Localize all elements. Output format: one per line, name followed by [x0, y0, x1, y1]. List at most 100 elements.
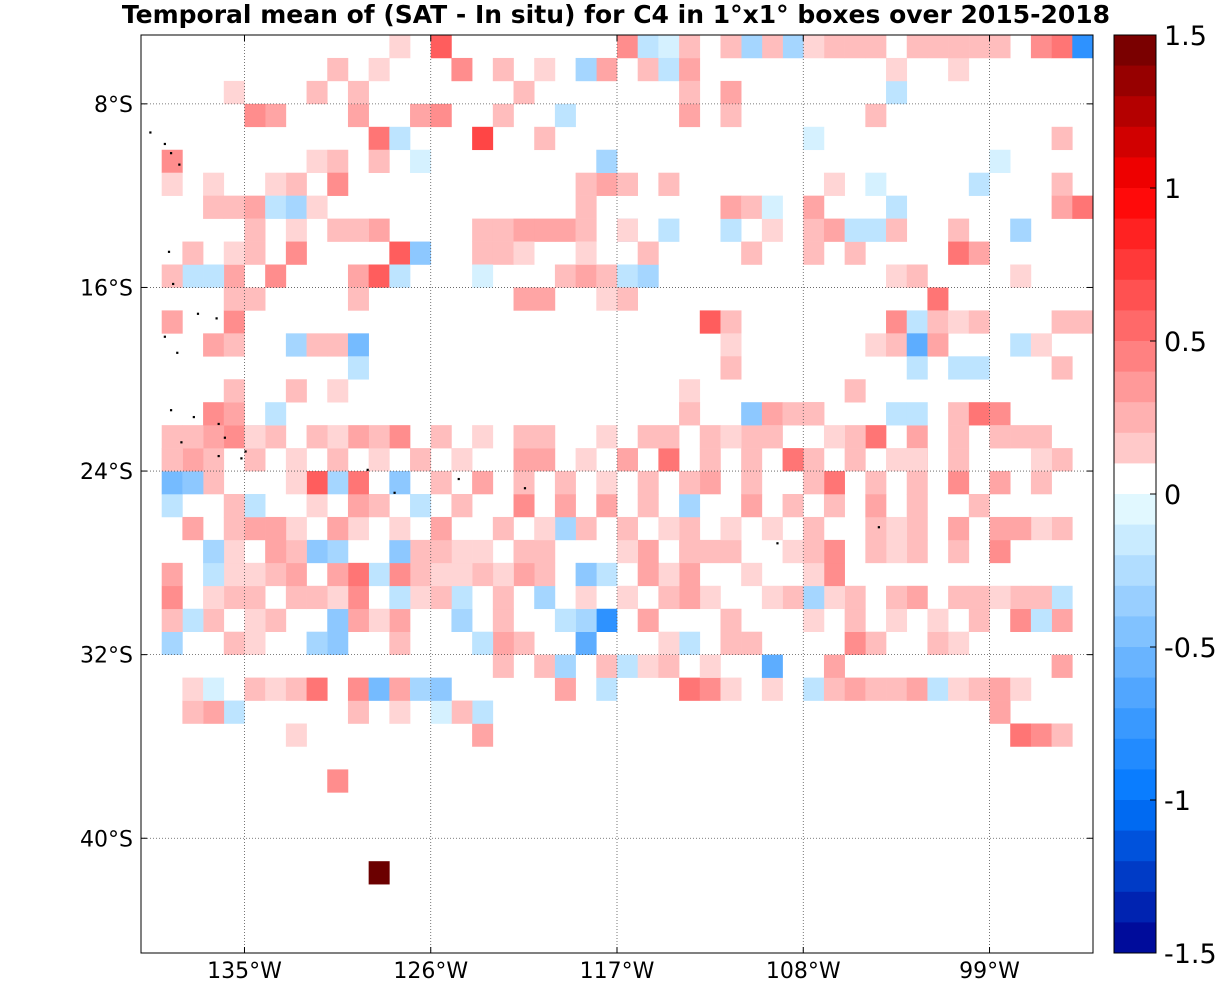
heatmap-cell	[803, 126, 825, 151]
x-tick-label: 108°W	[766, 959, 841, 984]
colorbar-band	[1114, 494, 1156, 525]
heatmap-cell	[306, 149, 328, 173]
colorbar-band	[1114, 677, 1156, 709]
heatmap-cell	[472, 471, 494, 495]
heatmap-cell	[368, 126, 390, 151]
heatmap-cell	[741, 631, 763, 655]
heatmap-cell	[720, 80, 742, 105]
heatmap-cell	[223, 287, 245, 311]
heatmap-cell	[1030, 35, 1052, 59]
heatmap-cell	[1030, 333, 1052, 357]
heatmap-cell	[285, 172, 307, 196]
heatmap-cell	[265, 562, 287, 587]
heatmap-cell	[203, 471, 225, 495]
heatmap-cell	[265, 539, 287, 564]
heatmap-cell	[823, 562, 845, 587]
heatmap-cell	[720, 195, 742, 219]
heatmap-cell	[886, 516, 908, 541]
heatmap-cell	[844, 241, 866, 265]
heatmap-cell	[368, 861, 390, 885]
heatmap-cell	[679, 539, 701, 564]
heatmap-cell	[720, 539, 742, 564]
heatmap-cell	[658, 516, 680, 541]
colorbar-tick-label: -0.5	[1164, 633, 1217, 664]
heatmap-cell	[844, 585, 866, 610]
heatmap-cell	[347, 677, 369, 701]
heatmap-cell	[803, 402, 825, 426]
heatmap-cell	[430, 471, 452, 495]
heatmap-cell	[223, 539, 245, 564]
heatmap-cell	[906, 494, 928, 518]
heatmap-cell	[265, 608, 287, 632]
heatmap-cell	[803, 539, 825, 564]
heatmap-cell	[327, 471, 349, 495]
heatmap-cell	[327, 769, 349, 793]
heatmap-cell	[720, 333, 742, 357]
heatmap-cell	[637, 264, 659, 288]
heatmap-cell	[182, 608, 204, 632]
heatmap-cell	[989, 402, 1011, 426]
heatmap-cell	[472, 218, 494, 242]
heatmap-cell	[223, 379, 245, 403]
heatmap-cell	[906, 585, 928, 610]
heatmap-cell	[244, 631, 266, 655]
heatmap-cell	[1010, 264, 1032, 288]
heatmap-cell	[927, 287, 949, 311]
heatmap-cell	[327, 608, 349, 632]
heatmap-cell	[823, 218, 845, 242]
heatmap-cell	[679, 35, 701, 59]
heatmap-cell	[203, 677, 225, 701]
island-marker	[180, 441, 183, 444]
heatmap-cell	[554, 494, 576, 518]
heatmap-cell	[927, 310, 949, 334]
heatmap-cell	[327, 516, 349, 541]
heatmap-cell	[306, 333, 328, 357]
island-marker	[163, 142, 166, 146]
heatmap-cell	[1030, 425, 1052, 449]
heatmap-cell	[679, 80, 701, 105]
heatmap-cell	[658, 448, 680, 472]
heatmap-cell	[865, 677, 887, 701]
heatmap-cell	[534, 516, 556, 541]
heatmap-cell	[472, 241, 494, 265]
heatmap-cell	[389, 585, 411, 610]
heatmap-cell	[347, 471, 369, 495]
heatmap-cell	[617, 448, 638, 472]
heatmap-cell	[803, 471, 825, 495]
heatmap-cell	[244, 608, 266, 632]
y-tick-label: 24°S	[80, 460, 133, 485]
heatmap-cell	[596, 425, 618, 449]
heatmap-cell	[430, 35, 452, 59]
heatmap-cell	[161, 494, 183, 518]
heatmap-cell	[554, 264, 576, 288]
heatmap-cell	[513, 287, 535, 311]
heatmap-cell	[554, 218, 576, 242]
heatmap-cell	[886, 218, 908, 242]
heatmap-cell	[637, 425, 659, 449]
heatmap-cell	[368, 562, 390, 587]
heatmap-cell	[368, 425, 390, 449]
colorbar-band	[1114, 35, 1156, 66]
heatmap-cell	[823, 494, 845, 518]
heatmap-cell	[389, 700, 411, 724]
heatmap-cell	[223, 700, 245, 724]
heatmap-cell	[306, 539, 328, 564]
heatmap-cell	[948, 241, 970, 265]
island-marker	[169, 152, 173, 155]
colorbar-band	[1114, 65, 1156, 97]
heatmap-cell	[741, 402, 763, 426]
heatmap-cell	[948, 677, 970, 701]
heatmap-cell	[389, 241, 411, 265]
heatmap-cell	[223, 333, 245, 357]
x-tick-label: 117°W	[580, 959, 655, 984]
heatmap-cell	[1010, 425, 1032, 449]
heatmap-cell	[803, 677, 825, 701]
heatmap-cell	[161, 310, 183, 334]
heatmap-cell	[803, 218, 825, 242]
y-axis: 8°S 16°S 24°S 32°S 40°S	[80, 93, 1093, 852]
heatmap-cell	[886, 195, 908, 219]
heatmap-cell	[741, 471, 763, 495]
heatmap-cell	[327, 425, 349, 449]
heatmap-cell	[554, 516, 576, 541]
